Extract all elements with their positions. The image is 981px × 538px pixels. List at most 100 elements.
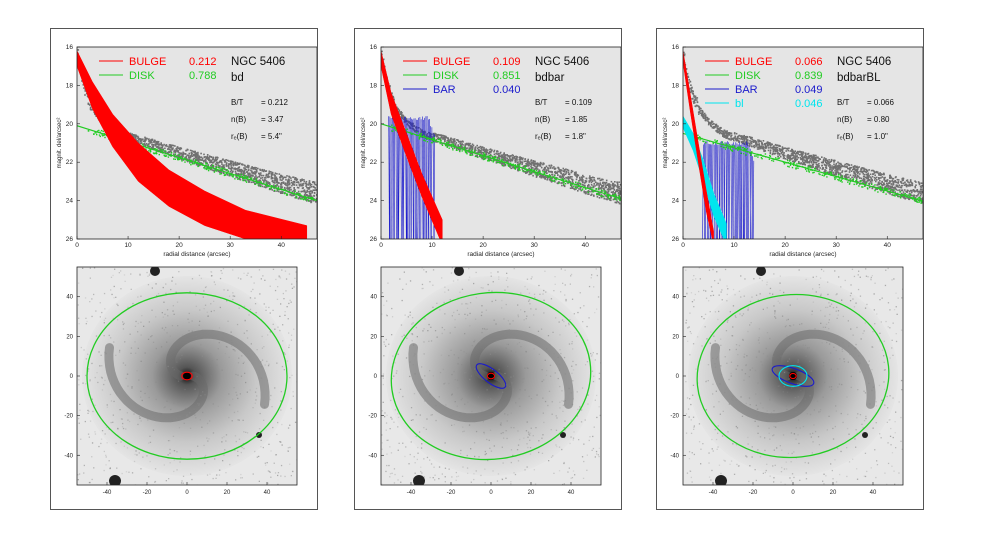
data-point	[310, 190, 312, 192]
disk-point	[195, 159, 197, 161]
data-point	[612, 192, 614, 194]
data-point	[536, 162, 539, 164]
data-point	[480, 153, 482, 155]
data-point	[271, 176, 274, 179]
disk-point	[241, 175, 244, 178]
noise-speck	[586, 361, 589, 363]
noise-speck	[461, 303, 463, 305]
data-point	[181, 153, 183, 155]
data-point	[188, 156, 190, 158]
noise-speck	[246, 391, 248, 393]
data-point	[486, 151, 489, 153]
noise-speck	[281, 269, 283, 271]
noise-speck	[518, 398, 520, 400]
disk-point	[143, 145, 145, 148]
data-point	[162, 148, 164, 150]
noise-speck	[418, 431, 421, 433]
noise-speck	[385, 314, 388, 316]
noise-speck	[238, 438, 241, 440]
noise-speck	[108, 334, 110, 337]
data-point	[439, 134, 442, 137]
noise-speck	[505, 303, 507, 306]
data-point	[617, 187, 620, 189]
disk-point	[506, 161, 508, 163]
data-point	[540, 162, 542, 165]
noise-speck	[463, 372, 466, 374]
noise-speck	[293, 286, 295, 288]
data-point	[497, 161, 499, 163]
noise-speck	[78, 422, 80, 424]
data-point	[535, 174, 538, 176]
data-point	[604, 186, 607, 189]
noise-speck	[144, 392, 146, 395]
noise-speck	[287, 427, 290, 429]
noise-speck	[535, 427, 537, 429]
noise-speck	[237, 277, 240, 279]
noise-speck	[429, 393, 431, 396]
legend-value-bar: 0.040	[493, 84, 521, 96]
data-point	[450, 146, 453, 148]
noise-speck	[206, 437, 208, 439]
data-point	[616, 190, 618, 192]
noise-speck	[456, 309, 458, 312]
data-point	[459, 142, 461, 145]
noise-speck	[424, 400, 426, 402]
data-point	[517, 161, 519, 163]
data-point	[134, 135, 137, 138]
noise-speck	[510, 449, 513, 451]
noise-speck	[209, 420, 211, 422]
noise-speck	[595, 450, 598, 453]
data-point	[249, 175, 252, 178]
data-point	[434, 132, 436, 135]
data-point	[245, 166, 248, 168]
disk-point	[529, 169, 532, 171]
disk-point	[487, 160, 489, 162]
noise-speck	[287, 447, 289, 449]
noise-speck	[571, 372, 573, 374]
disk-point	[238, 177, 240, 179]
data-point	[422, 133, 424, 135]
noise-speck	[135, 320, 137, 323]
data-point	[536, 175, 538, 177]
noise-speck	[503, 437, 505, 439]
noise-speck	[253, 282, 255, 284]
noise-speck	[260, 432, 263, 434]
data-point	[616, 181, 618, 183]
noise-speck	[563, 483, 565, 485]
data-point	[173, 149, 176, 152]
data-point	[535, 176, 538, 178]
noise-speck	[284, 314, 286, 316]
noise-speck	[452, 414, 454, 416]
disk-point	[534, 173, 536, 175]
noise-speck	[452, 280, 455, 282]
data-point	[601, 195, 604, 197]
disk-point	[433, 136, 435, 139]
noise-speck	[393, 421, 395, 423]
noise-speck	[82, 382, 84, 384]
data-point	[146, 137, 148, 140]
disk-point	[285, 194, 288, 196]
noise-speck	[272, 268, 275, 270]
noise-speck	[544, 359, 546, 361]
data-point	[206, 161, 208, 164]
disk-point	[579, 183, 582, 185]
noise-speck	[383, 343, 386, 346]
data-point	[546, 172, 548, 174]
noise-speck	[130, 347, 133, 349]
noise-speck	[191, 478, 193, 481]
noise-speck	[383, 355, 385, 357]
noise-speck	[512, 375, 515, 377]
data-point	[288, 183, 291, 186]
disk-point	[220, 173, 222, 175]
noise-speck	[134, 325, 137, 327]
data-point	[303, 196, 305, 199]
disk-point	[217, 166, 219, 168]
data-point	[539, 161, 542, 164]
param-value: = 0.212	[261, 98, 288, 107]
data-point	[210, 168, 213, 171]
disk-point	[524, 166, 526, 168]
disk-point	[426, 141, 429, 143]
data-point	[224, 161, 226, 163]
data-point	[570, 171, 573, 174]
data-point	[256, 176, 258, 179]
